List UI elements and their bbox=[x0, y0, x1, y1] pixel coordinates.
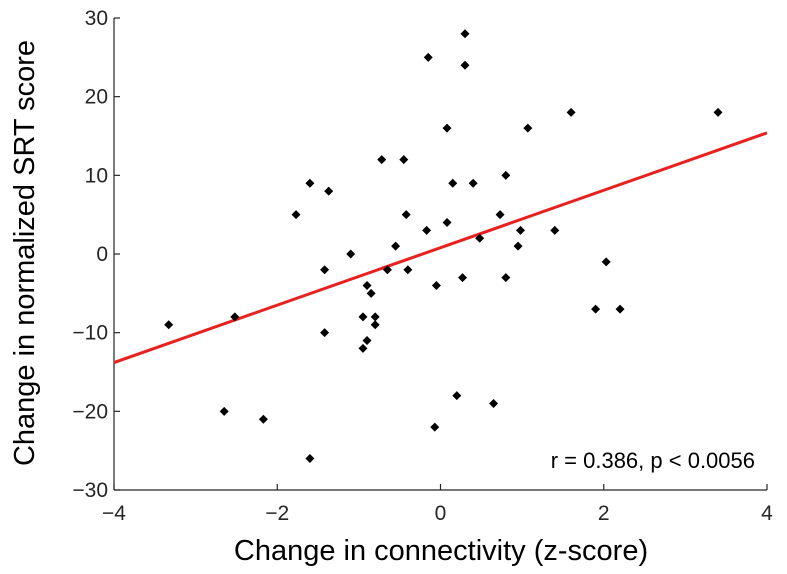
regression-line bbox=[113, 131, 768, 364]
data-point bbox=[370, 312, 380, 322]
data-point bbox=[475, 233, 485, 243]
data-point bbox=[442, 218, 452, 228]
data-point bbox=[501, 273, 511, 283]
x-tick-label: −4 bbox=[102, 502, 126, 525]
data-point bbox=[495, 210, 505, 220]
y-tick-label: −30 bbox=[72, 479, 108, 502]
y-axis-label: Change in normalized SRT score bbox=[9, 40, 41, 466]
data-point bbox=[458, 273, 468, 283]
data-point bbox=[399, 155, 409, 165]
x-axis-label: Change in connectivity (z-score) bbox=[234, 535, 648, 567]
data-point bbox=[452, 391, 462, 401]
data-point bbox=[358, 343, 368, 353]
data-point bbox=[362, 336, 372, 346]
data-point bbox=[358, 312, 368, 322]
x-tick-label: 2 bbox=[598, 502, 610, 525]
plot-frame bbox=[113, 18, 767, 491]
y-tick-label: 10 bbox=[85, 164, 108, 187]
y-tick-label: 20 bbox=[85, 86, 108, 109]
data-point bbox=[370, 320, 380, 330]
correlation-annotation: r = 0.386, p < 0.0056 bbox=[551, 448, 755, 473]
data-point bbox=[515, 225, 525, 235]
data-point bbox=[591, 304, 601, 314]
data-point bbox=[258, 414, 268, 424]
data-point bbox=[513, 241, 523, 251]
data-point bbox=[377, 155, 387, 165]
data-point bbox=[460, 60, 470, 70]
data-point bbox=[291, 210, 301, 220]
data-point bbox=[550, 225, 560, 235]
data-point bbox=[423, 52, 433, 62]
data-point bbox=[615, 304, 625, 314]
data-point bbox=[320, 328, 330, 338]
data-point bbox=[382, 265, 392, 275]
data-point bbox=[320, 265, 330, 275]
data-point bbox=[566, 107, 576, 117]
y-tick-label: 0 bbox=[96, 243, 108, 266]
data-point bbox=[346, 249, 356, 259]
fit-line-layer bbox=[113, 131, 768, 364]
data-point bbox=[430, 422, 440, 432]
y-tick-label: 30 bbox=[85, 7, 108, 30]
data-point bbox=[431, 280, 441, 290]
data-point bbox=[460, 29, 470, 39]
data-point bbox=[468, 178, 478, 188]
data-point bbox=[501, 170, 511, 180]
data-point bbox=[489, 398, 499, 408]
data-point bbox=[713, 107, 723, 117]
data-point bbox=[601, 257, 611, 267]
y-tick-label: −20 bbox=[72, 400, 108, 423]
data-point bbox=[391, 241, 401, 251]
data-point bbox=[422, 225, 432, 235]
data-point bbox=[448, 178, 458, 188]
data-point bbox=[219, 406, 229, 416]
x-tick-label: 4 bbox=[761, 502, 773, 525]
data-point bbox=[403, 265, 413, 275]
x-tick-label: 0 bbox=[435, 502, 447, 525]
data-point bbox=[366, 288, 376, 298]
data-point bbox=[523, 123, 533, 133]
x-tick-label: −2 bbox=[265, 502, 289, 525]
data-point bbox=[442, 123, 452, 133]
data-points bbox=[164, 29, 723, 464]
data-point bbox=[305, 454, 315, 464]
data-point bbox=[164, 320, 174, 330]
data-point bbox=[362, 280, 372, 290]
y-tick-label: −10 bbox=[72, 322, 108, 345]
data-point bbox=[324, 186, 334, 196]
data-point bbox=[305, 178, 315, 188]
data-point bbox=[230, 312, 240, 322]
data-point bbox=[401, 210, 411, 220]
